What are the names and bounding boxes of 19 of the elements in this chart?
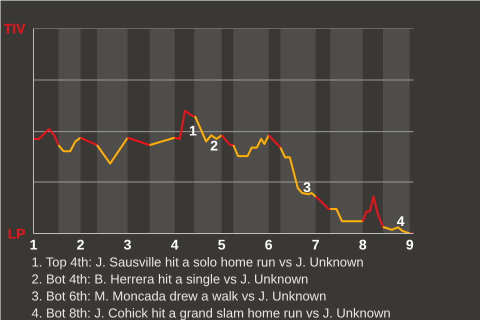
annotation: 3 bbox=[303, 178, 312, 195]
x-tick-label: 6 bbox=[264, 236, 273, 252]
text: 2. Bot 4th: B. Herrera hit a single vs J. Unknown bbox=[32, 272, 308, 286]
x-tick-label: 8 bbox=[358, 236, 367, 252]
annotation: 2 bbox=[210, 137, 218, 154]
text: TIV bbox=[4, 20, 26, 36]
text: 1. Top 4th: J. Sausville hit a solo home run vs J. Unknown bbox=[32, 254, 364, 270]
x-tick-label: 9 bbox=[406, 236, 414, 252]
text: 4. Bot 8th: J. Cohick hit a grand slam home run vs J. Unknown bbox=[32, 306, 391, 320]
x-tick-label: 7 bbox=[312, 236, 320, 252]
x-tick-label: 5 bbox=[218, 236, 226, 252]
x-tick-label: 2 bbox=[76, 236, 85, 252]
x-tick-label: 1 bbox=[30, 236, 38, 252]
annotation: 4 bbox=[396, 213, 405, 230]
annotation: 1 bbox=[189, 122, 198, 139]
x-tick-label: 4 bbox=[170, 236, 179, 252]
text: 3. Bot 6th: M. Moncada drew a walk vs J. Unknown bbox=[32, 288, 326, 304]
text: LP bbox=[8, 226, 26, 242]
x-tick-label: 3 bbox=[124, 236, 132, 252]
